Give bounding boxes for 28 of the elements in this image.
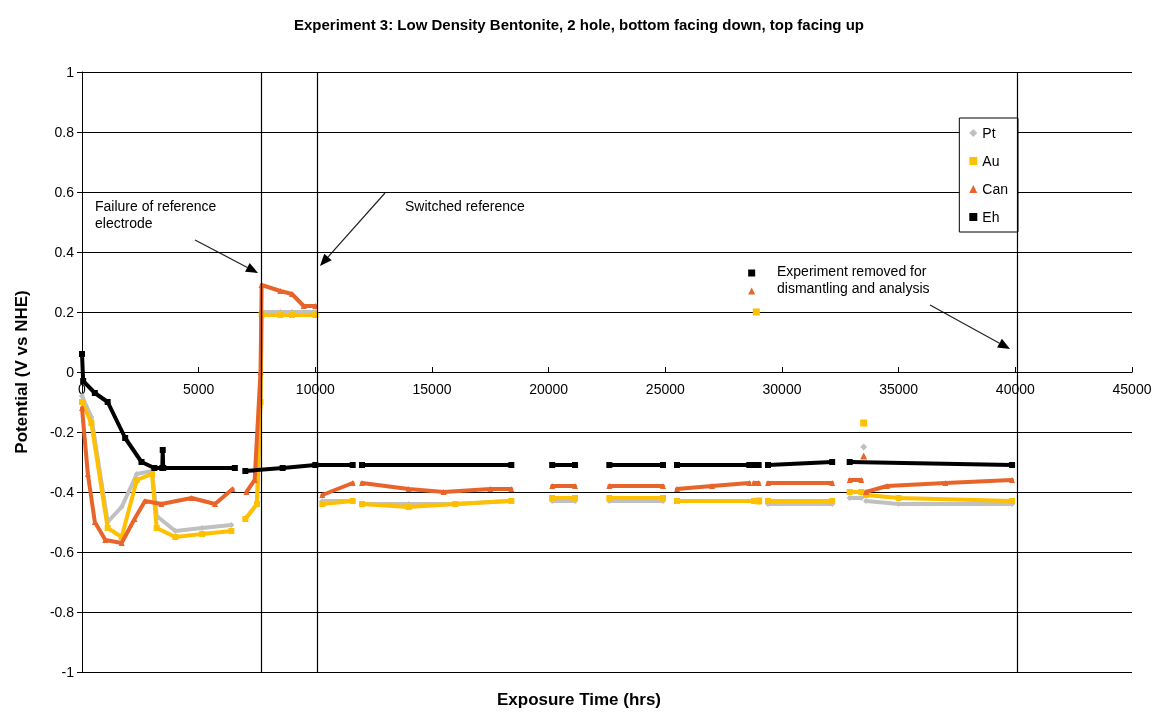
chart-title: Experiment 3: Low Density Bentonite, 2 hole, bottom facing down, top facing up (293, 16, 865, 33)
annotation: Experiment removed for dismantling and analysis (777, 262, 931, 296)
annotation: Switched reference (405, 197, 526, 214)
annotation: Failure of reference electrode (95, 197, 221, 231)
legend-label: Pt (982, 125, 996, 141)
y-tick-label: -0.2 (49, 424, 75, 440)
legend-label: Can (982, 181, 1008, 197)
y-tick-label: 0.2 (54, 304, 75, 320)
x-tick-label: 35000 (879, 381, 919, 397)
x-tick-label: 25000 (645, 381, 686, 397)
y-tick-label: 0.6 (54, 184, 75, 200)
x-tick-label: 30000 (762, 381, 802, 397)
y-axis-title: Potential (V vs NHE) (12, 290, 31, 454)
y-tick-label: 1 (66, 64, 75, 80)
legend-label: Au (982, 153, 1000, 169)
y-tick-label: -0.4 (49, 484, 75, 500)
x-tick-label: 5000 (183, 381, 215, 397)
x-tick-label: 15000 (412, 381, 452, 397)
y-tick-label: 0 (66, 364, 75, 380)
y-tick-label: -1 (61, 664, 75, 680)
x-tick-label: 20000 (529, 381, 569, 397)
x-tick-label: 45000 (1112, 381, 1152, 397)
y-tick-label: 0.8 (54, 124, 75, 140)
y-tick-label: -0.6 (49, 544, 75, 560)
legend-label: Eh (982, 209, 1000, 225)
x-axis-title: Exposure Time (hrs) (496, 690, 662, 709)
y-tick-label: 0.4 (54, 244, 75, 260)
y-tick-label: -0.8 (49, 604, 75, 620)
